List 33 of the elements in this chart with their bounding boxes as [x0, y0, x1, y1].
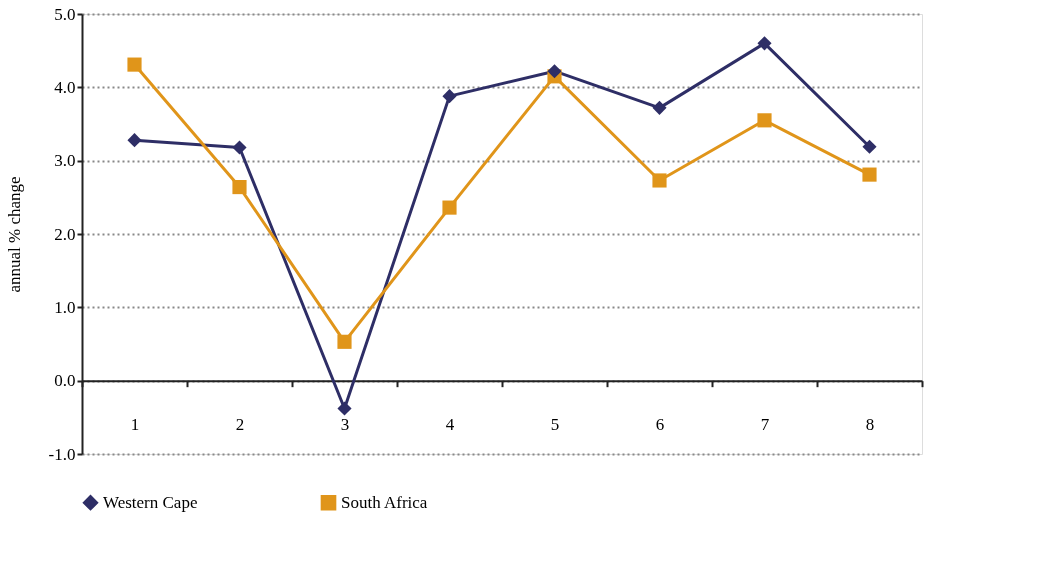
- point: [232, 140, 247, 155]
- x-tick-label: 5: [550, 415, 560, 435]
- x-tick-label: 6: [655, 415, 665, 435]
- x-tick-label: 4: [445, 415, 455, 435]
- point: [232, 180, 247, 195]
- y-tick-label: 1.0: [54, 297, 76, 317]
- legend-label: South Africa: [341, 492, 428, 512]
- point: [127, 57, 142, 72]
- legend-label: Western Cape: [103, 492, 198, 512]
- point: [862, 167, 877, 182]
- point: [652, 173, 667, 188]
- x-tick-label: 8: [865, 415, 875, 435]
- point: [547, 64, 562, 79]
- point: [757, 36, 772, 51]
- y-tick-label: 5.0: [54, 4, 76, 24]
- point: [442, 200, 457, 215]
- point: [862, 139, 877, 154]
- x-tick-label: 2: [235, 415, 245, 435]
- x-tick-label: 1: [130, 415, 140, 435]
- y-tick-label: 2.0: [54, 224, 76, 244]
- x-tick-label: 7: [760, 415, 770, 435]
- point: [442, 89, 457, 104]
- point: [757, 113, 772, 128]
- point: [337, 401, 352, 416]
- point: [652, 100, 667, 115]
- y-axis-title: annual % change: [4, 176, 24, 293]
- point: [337, 334, 352, 349]
- y-tick-label: -1.0: [48, 444, 76, 464]
- point: [127, 133, 142, 148]
- y-tick-label: 3.0: [54, 151, 76, 171]
- y-tick-label: 0.0: [54, 371, 76, 391]
- y-tick-label: 4.0: [54, 77, 76, 97]
- x-tick-label: 3: [340, 415, 350, 435]
